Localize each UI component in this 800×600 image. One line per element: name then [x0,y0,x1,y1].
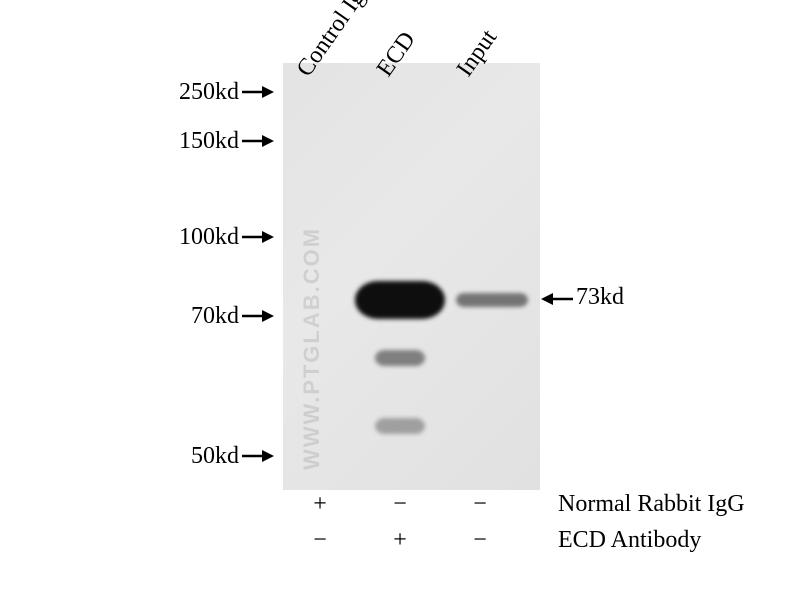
arrow-right-icon [241,80,275,107]
arrow-left-icon [540,290,574,313]
band [355,281,445,319]
mw-ladder-label: 150kd [0,128,275,156]
figure-root: WWW.PTGLAB.COM 250kd 150kd 100kd 70kd 50… [0,0,800,600]
mw-ladder-value: 70kd [191,303,239,329]
watermark-text: WWW.PTGLAB.COM [299,227,325,470]
blot-membrane: WWW.PTGLAB.COM [283,63,540,490]
mw-ladder-label: 100kd [0,224,275,252]
band [375,418,425,434]
mw-ladder-value: 150kd [179,128,239,154]
detected-band-label: 73kd [576,284,624,311]
mw-ladder-value: 250kd [179,79,239,105]
mw-ladder-label: 250kd [0,79,275,107]
ip-cell: + [388,527,412,554]
ip-cell: − [468,491,492,518]
ip-row-label: Normal Rabbit IgG [558,491,745,518]
band [375,350,425,366]
ip-row-label: ECD Antibody [558,527,701,554]
ip-cell: − [308,527,332,554]
arrow-right-icon [241,225,275,252]
mw-ladder-label: 70kd [0,303,275,331]
arrow-right-icon [241,304,275,331]
ip-cell: − [468,527,492,554]
mw-ladder-label: 50kd [0,443,275,471]
ip-cell: + [308,491,332,518]
band [456,293,528,307]
mw-ladder-value: 50kd [191,443,239,469]
ip-cell: − [388,491,412,518]
arrow-right-icon [241,444,275,471]
arrow-right-icon [241,129,275,156]
mw-ladder-value: 100kd [179,224,239,250]
